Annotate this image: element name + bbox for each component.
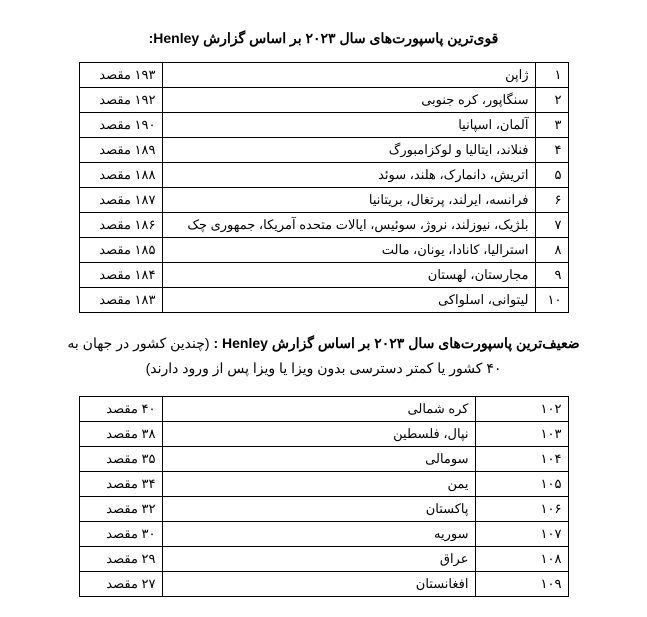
rank-cell: ۷ bbox=[535, 213, 568, 238]
rank-cell: ۸ bbox=[535, 238, 568, 263]
table-row: ۹مجارستان، لهستان۱۸۴ مقصد bbox=[79, 263, 568, 288]
rank-cell: ۱۰۴ bbox=[475, 447, 568, 472]
strong-title: قوی‌ترین پاسپورت‌های سال ۲۰۲۳ بر اساس گز… bbox=[20, 30, 627, 47]
table-row: ۱۰لیتوانی، اسلواکی۱۸۳ مقصد bbox=[79, 288, 568, 313]
rank-cell: ۲ bbox=[535, 88, 568, 113]
country-cell: افغانستان bbox=[162, 572, 475, 597]
table-row: ۶فرانسه، ایرلند، پرتغال، بریتانیا۱۸۷ مقص… bbox=[79, 188, 568, 213]
country-cell: نپال، فلسطین bbox=[162, 422, 475, 447]
country-cell: آلمان، اسپانیا bbox=[162, 113, 535, 138]
destination-cell: ۱۸۳ مقصد bbox=[79, 288, 162, 313]
country-cell: ژاپن bbox=[162, 63, 535, 88]
country-cell: اتریش، دانمارک، هلند، سوئد bbox=[162, 163, 535, 188]
rank-cell: ۱۰۸ bbox=[475, 547, 568, 572]
destination-cell: ۴۰ مقصد bbox=[79, 397, 162, 422]
rank-cell: ۱۰۲ bbox=[475, 397, 568, 422]
weak-table: ۱۰۲کره شمالی۴۰ مقصد۱۰۳نپال، فلسطین۳۸ مقص… bbox=[79, 396, 569, 597]
destination-cell: ۱۸۷ مقصد bbox=[79, 188, 162, 213]
rank-cell: ۱۰۹ bbox=[475, 572, 568, 597]
destination-cell: ۱۹۳ مقصد bbox=[79, 63, 162, 88]
country-cell: فرانسه، ایرلند، پرتغال، بریتانیا bbox=[162, 188, 535, 213]
country-cell: سومالی bbox=[162, 447, 475, 472]
destination-cell: ۲۷ مقصد bbox=[79, 572, 162, 597]
destination-cell: ۱۸۵ مقصد bbox=[79, 238, 162, 263]
destination-cell: ۳۰ مقصد bbox=[79, 522, 162, 547]
weak-title: ضعیف‌ترین پاسپورت‌های سال ۲۰۲۳ بر اساس گ… bbox=[60, 331, 587, 381]
country-cell: سنگاپور، کره جنوبی bbox=[162, 88, 535, 113]
country-cell: لیتوانی، اسلواکی bbox=[162, 288, 535, 313]
country-cell: مجارستان، لهستان bbox=[162, 263, 535, 288]
destination-cell: ۳۴ مقصد bbox=[79, 472, 162, 497]
country-cell: عراق bbox=[162, 547, 475, 572]
table-row: ۱۰۶پاکستان۳۲ مقصد bbox=[79, 497, 568, 522]
destination-cell: ۱۹۲ مقصد bbox=[79, 88, 162, 113]
table-row: ۳آلمان، اسپانیا۱۹۰ مقصد bbox=[79, 113, 568, 138]
rank-cell: ۱۰ bbox=[535, 288, 568, 313]
rank-cell: ۹ bbox=[535, 263, 568, 288]
strong-table: ۱ژاپن۱۹۳ مقصد۲سنگاپور، کره جنوبی۱۹۲ مقصد… bbox=[79, 62, 569, 313]
rank-cell: ۶ bbox=[535, 188, 568, 213]
country-cell: استرالیا، کانادا، یونان، مالت bbox=[162, 238, 535, 263]
table-row: ۷بلژیک، نیوزلند، نروژ، سوئیس، ایالات متح… bbox=[79, 213, 568, 238]
table-row: ۱۰۲کره شمالی۴۰ مقصد bbox=[79, 397, 568, 422]
destination-cell: ۱۹۰ مقصد bbox=[79, 113, 162, 138]
destination-cell: ۱۸۶ مقصد bbox=[79, 213, 162, 238]
table-row: ۱۰۷سوریه۳۰ مقصد bbox=[79, 522, 568, 547]
country-cell: پاکستان bbox=[162, 497, 475, 522]
rank-cell: ۴ bbox=[535, 138, 568, 163]
table-row: ۴فنلاند، ایتالیا و لوکزامبورگ۱۸۹ مقصد bbox=[79, 138, 568, 163]
table-row: ۱۰۸عراق۲۹ مقصد bbox=[79, 547, 568, 572]
rank-cell: ۳ bbox=[535, 113, 568, 138]
rank-cell: ۱۰۵ bbox=[475, 472, 568, 497]
destination-cell: ۱۸۸ مقصد bbox=[79, 163, 162, 188]
table-row: ۸استرالیا، کانادا، یونان، مالت۱۸۵ مقصد bbox=[79, 238, 568, 263]
table-row: ۱۰۵یمن۳۴ مقصد bbox=[79, 472, 568, 497]
country-cell: فنلاند، ایتالیا و لوکزامبورگ bbox=[162, 138, 535, 163]
table-row: ۱ژاپن۱۹۳ مقصد bbox=[79, 63, 568, 88]
country-cell: یمن bbox=[162, 472, 475, 497]
rank-cell: ۵ bbox=[535, 163, 568, 188]
country-cell: سوریه bbox=[162, 522, 475, 547]
country-cell: بلژیک، نیوزلند، نروژ، سوئیس، ایالات متحد… bbox=[162, 213, 535, 238]
destination-cell: ۱۸۹ مقصد bbox=[79, 138, 162, 163]
rank-cell: ۱ bbox=[535, 63, 568, 88]
destination-cell: ۳۸ مقصد bbox=[79, 422, 162, 447]
table-row: ۱۰۳نپال، فلسطین۳۸ مقصد bbox=[79, 422, 568, 447]
table-row: ۱۰۴سومالی۳۵ مقصد bbox=[79, 447, 568, 472]
destination-cell: ۲۹ مقصد bbox=[79, 547, 162, 572]
rank-cell: ۱۰۷ bbox=[475, 522, 568, 547]
rank-cell: ۱۰۳ bbox=[475, 422, 568, 447]
destination-cell: ۳۵ مقصد bbox=[79, 447, 162, 472]
table-row: ۲سنگاپور، کره جنوبی۱۹۲ مقصد bbox=[79, 88, 568, 113]
table-row: ۱۰۹افغانستان۲۷ مقصد bbox=[79, 572, 568, 597]
rank-cell: ۱۰۶ bbox=[475, 497, 568, 522]
country-cell: کره شمالی bbox=[162, 397, 475, 422]
weak-title-bold: ضعیف‌ترین پاسپورت‌های سال ۲۰۲۳ بر اساس گ… bbox=[213, 335, 579, 351]
destination-cell: ۳۲ مقصد bbox=[79, 497, 162, 522]
table-row: ۵اتریش، دانمارک، هلند، سوئد۱۸۸ مقصد bbox=[79, 163, 568, 188]
destination-cell: ۱۸۴ مقصد bbox=[79, 263, 162, 288]
